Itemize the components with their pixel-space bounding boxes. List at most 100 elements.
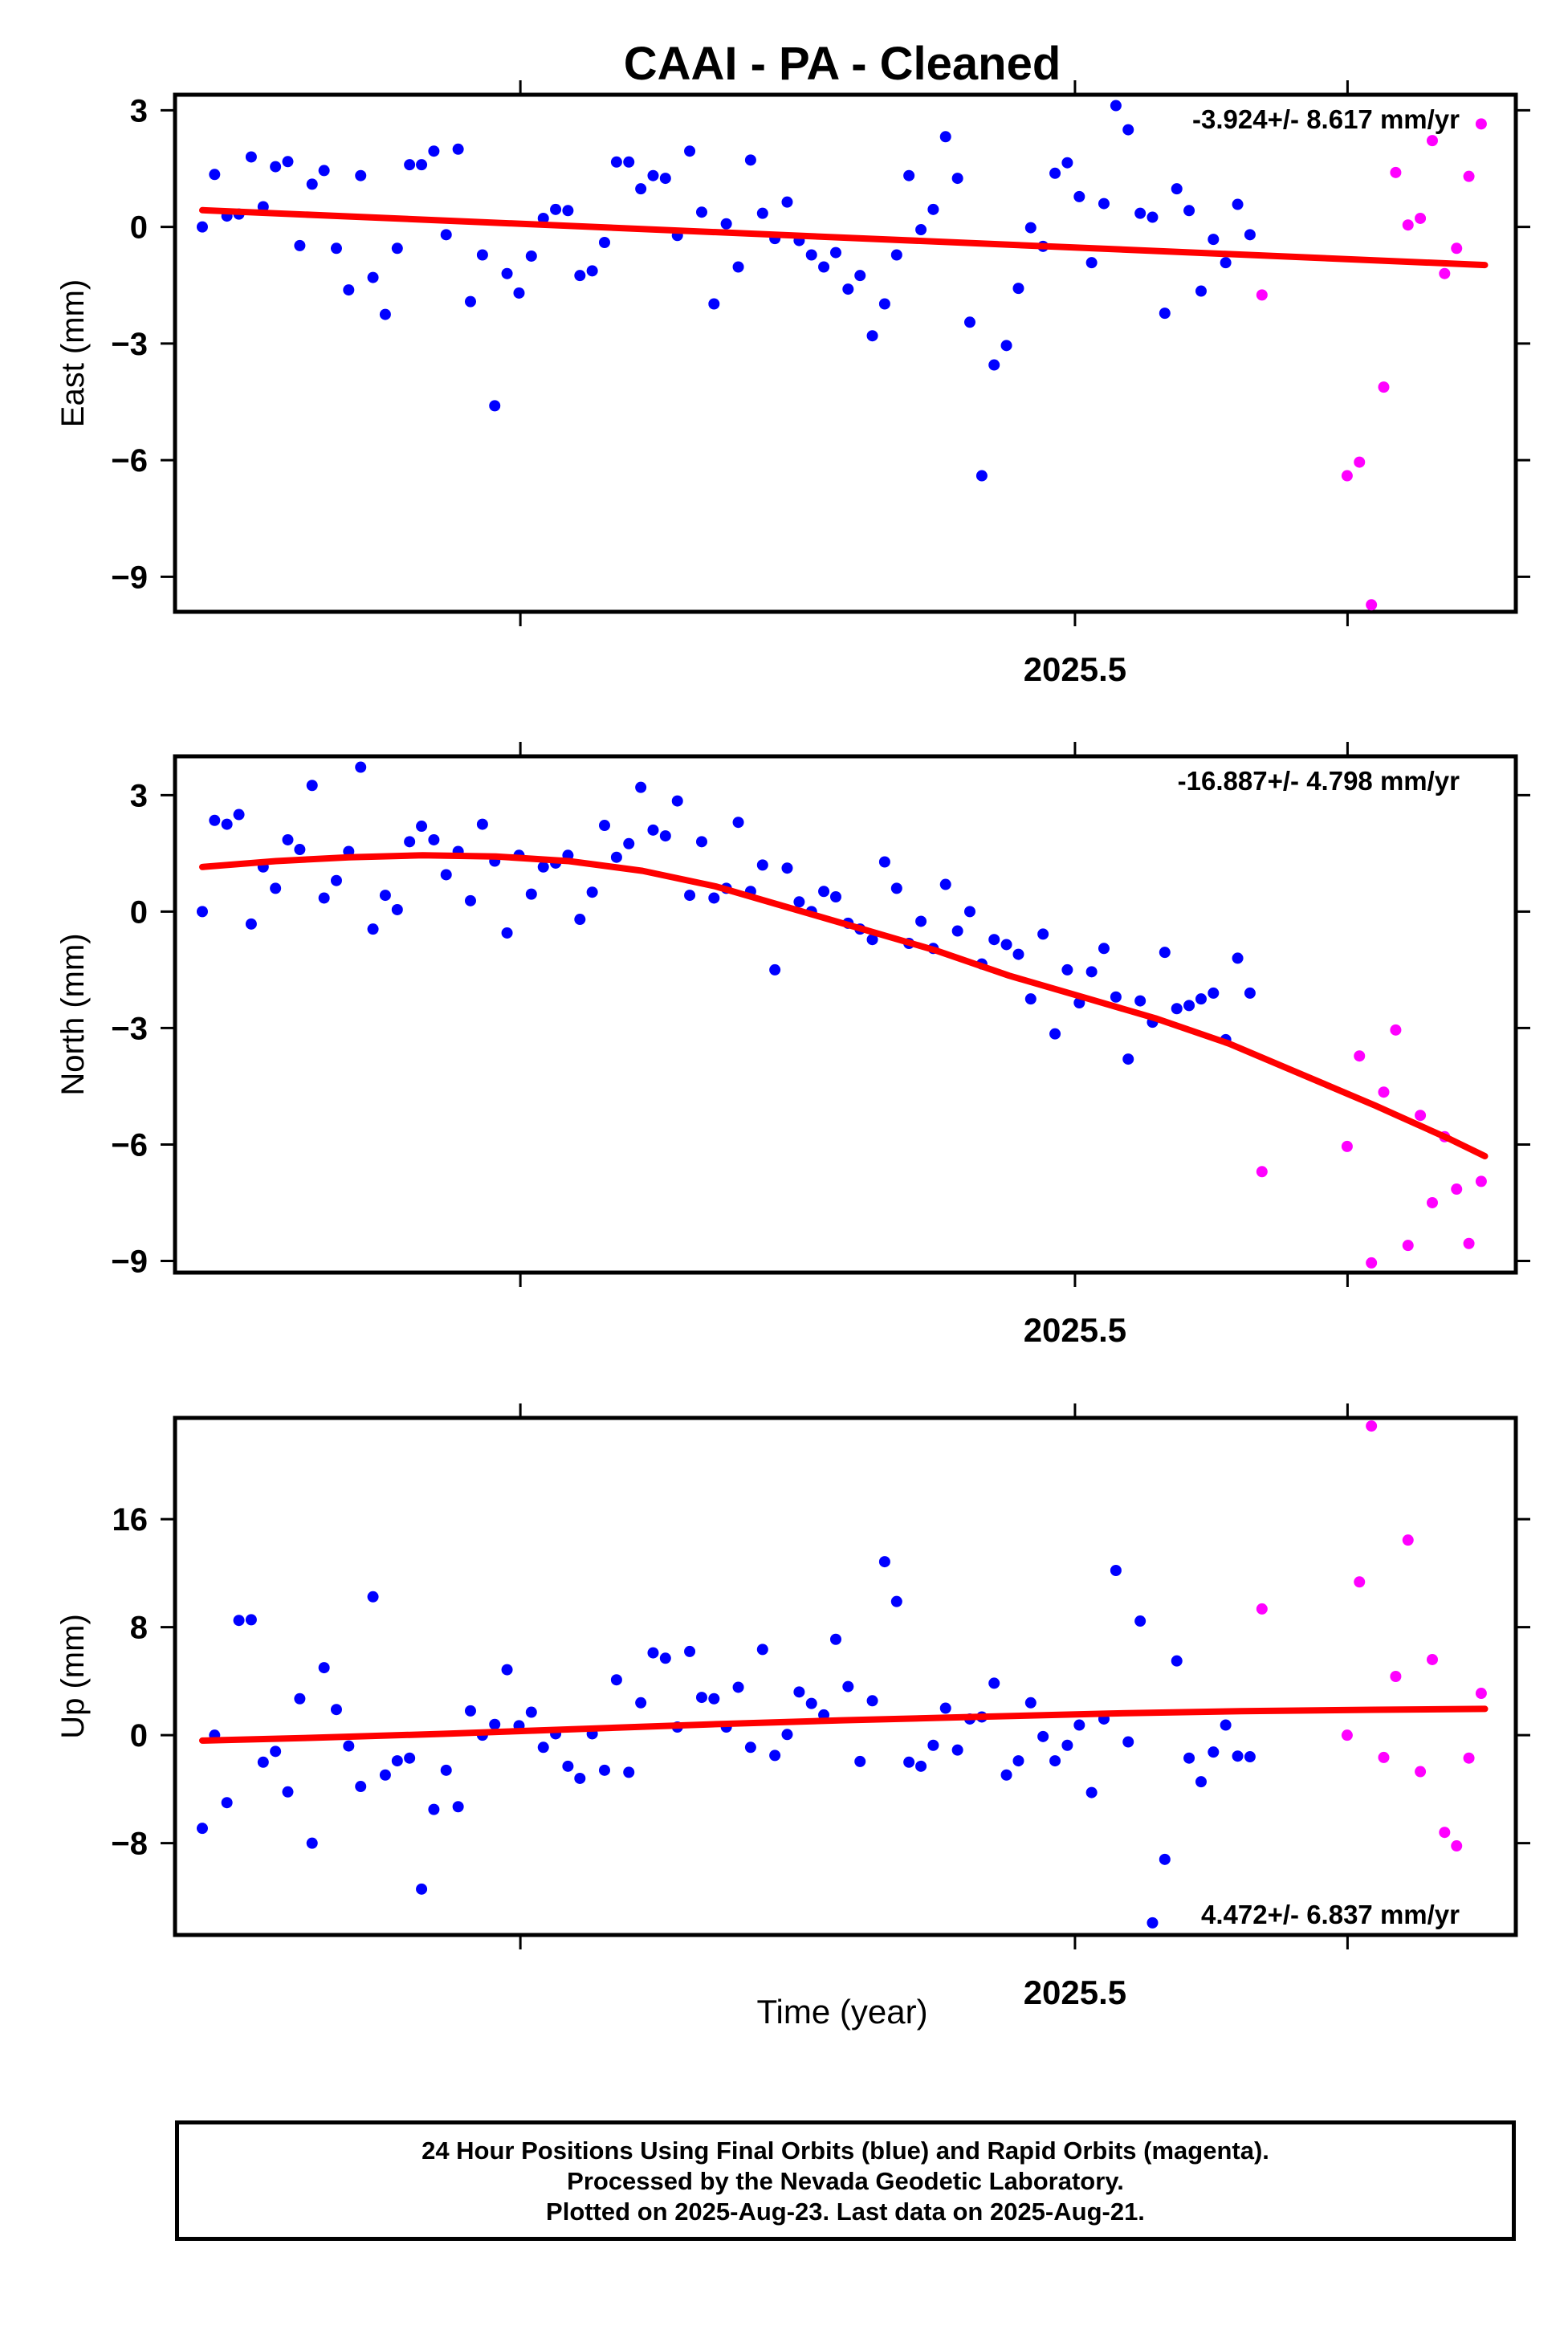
east-final-point [1049, 167, 1061, 179]
up-final-point [428, 1803, 440, 1815]
up-final-point [1134, 1615, 1146, 1627]
east-rapid-point [1366, 599, 1378, 611]
up-final-point [525, 1706, 537, 1718]
north-final-point [367, 923, 379, 935]
east-rapid-point [1426, 135, 1438, 147]
north-final-point [209, 814, 221, 826]
east-final-point [927, 203, 939, 215]
up-rapid-point [1475, 1688, 1487, 1700]
up-final-point [915, 1760, 927, 1772]
east-final-point [209, 169, 221, 181]
up-ytick-label-3: −8 [111, 1827, 148, 1862]
north-final-point [598, 820, 610, 832]
up-final-point [1073, 1719, 1085, 1731]
east-rapid-point [1256, 289, 1268, 301]
up-final-point [1037, 1730, 1049, 1742]
up-final-point [270, 1745, 282, 1758]
east-final-point [196, 221, 208, 233]
north-final-point [818, 886, 830, 898]
east-rapid-point [1378, 381, 1390, 393]
up-final-point [769, 1750, 781, 1762]
up-final-point [452, 1801, 464, 1813]
north-final-point [464, 894, 476, 906]
up-final-point [842, 1680, 854, 1693]
up-ytick-label-0: 16 [112, 1502, 149, 1538]
up-final-point [391, 1755, 403, 1767]
north-final-point [233, 809, 245, 821]
up-final-point [257, 1756, 269, 1768]
footer-note: 24 Hour Positions Using Final Orbits (bl… [175, 2120, 1516, 2241]
east-final-point [1073, 190, 1085, 202]
up-final-point [196, 1823, 208, 1835]
north-final-point [623, 837, 635, 849]
footer-line-3: Plotted on 2025-Aug-23. Last data on 202… [546, 2198, 1145, 2226]
up-final-point [404, 1752, 416, 1764]
up-final-point [635, 1697, 647, 1709]
north-final-point [1195, 993, 1207, 1005]
north-final-point [221, 818, 233, 830]
east-final-point [975, 470, 988, 482]
north-final-point [245, 918, 257, 930]
up-final-point [330, 1704, 342, 1716]
north-final-point [1049, 1028, 1061, 1040]
up-final-point [903, 1756, 915, 1768]
north-rapid-point [1451, 1183, 1463, 1196]
east-final-point [720, 218, 732, 230]
north-final-point [1183, 1000, 1195, 1012]
up-final-point [1195, 1776, 1207, 1788]
up-final-point [793, 1686, 805, 1698]
north-final-point [270, 882, 282, 894]
up-final-point [306, 1837, 318, 1849]
east-final-point [513, 287, 525, 299]
north-rapid-point [1463, 1237, 1475, 1249]
north-final-point [829, 891, 841, 903]
east-final-point [842, 283, 854, 295]
up-final-point [610, 1674, 622, 1686]
east-final-point [708, 298, 720, 310]
up-rapid-point [1256, 1603, 1268, 1615]
up-final-point [1085, 1786, 1098, 1798]
north-final-point [684, 890, 696, 902]
east-final-point [939, 131, 951, 143]
up-final-point [1146, 1917, 1159, 1929]
east-final-point [379, 308, 391, 320]
east-final-point [476, 249, 488, 261]
north-final-point [574, 914, 586, 926]
north-final-point [769, 963, 781, 976]
east-final-point [854, 270, 866, 282]
east-final-point [1159, 308, 1171, 320]
east-final-point [282, 156, 294, 168]
up-final-point [1159, 1853, 1171, 1865]
north-final-point [428, 833, 440, 845]
east-final-point [367, 271, 379, 283]
up-final-point [1049, 1755, 1061, 1767]
up-final-point [1183, 1752, 1195, 1764]
up-xtick-label: 2025.5 [1024, 1974, 1126, 2011]
east-final-point [805, 249, 817, 261]
east-final-point [598, 237, 610, 248]
east-trend-line [199, 206, 1489, 269]
up-final-point [489, 1718, 501, 1730]
east-final-point [610, 156, 622, 168]
up-y-axis-label: Up (mm) [55, 1614, 91, 1739]
east-final-point [562, 205, 574, 217]
north-ytick-label-3: −6 [111, 1127, 148, 1163]
east-rapid-point [1341, 470, 1353, 482]
east-final-point [355, 169, 367, 181]
north-final-point [756, 859, 768, 871]
up-final-point [1061, 1739, 1073, 1751]
east-final-point [586, 265, 598, 277]
east-final-point [1061, 157, 1073, 169]
up-ytick-label-1: 8 [130, 1611, 148, 1646]
up-rapid-point [1354, 1576, 1366, 1588]
up-final-point [1012, 1755, 1024, 1767]
north-ytick-label-1: 0 [130, 894, 148, 930]
east-final-point [829, 246, 841, 259]
up-final-point [988, 1677, 1000, 1689]
east-ytick-label-1: 0 [130, 210, 148, 246]
north-final-point [671, 795, 683, 807]
up-final-point [756, 1644, 768, 1656]
x-axis-label: Time (year) [756, 1993, 927, 2031]
up-trend-line [199, 1705, 1489, 1744]
up-rapid-point [1439, 1827, 1451, 1839]
